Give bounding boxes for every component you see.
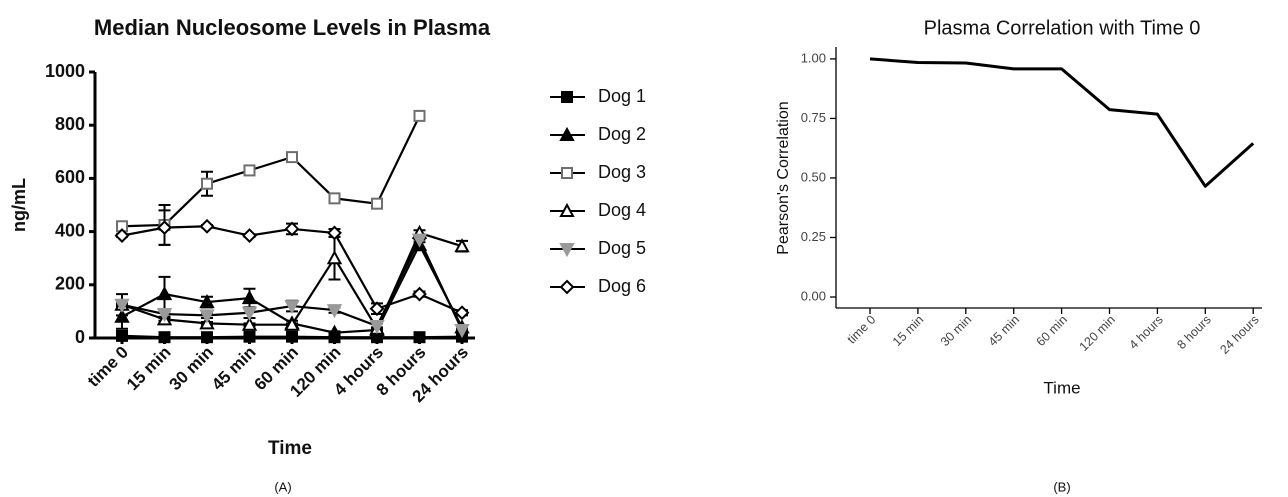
- y-axis-label: ng/mL: [9, 178, 29, 232]
- point-marker: [369, 301, 385, 317]
- point-marker: [158, 331, 171, 344]
- point-marker: [286, 330, 298, 343]
- y-tick-label: 0.00: [801, 288, 826, 303]
- point-marker: [114, 228, 130, 244]
- point-marker: [241, 306, 258, 321]
- point-marker: [284, 221, 300, 237]
- y-tick-label: 0.75: [801, 110, 826, 125]
- y-tick-label: 0.50: [801, 169, 826, 184]
- point-marker: [241, 316, 258, 331]
- legend-marker: [559, 279, 575, 295]
- point-marker: [157, 220, 172, 236]
- point-marker: [242, 228, 257, 244]
- y-axis-label: Pearson's Correlation: [775, 101, 792, 254]
- point-marker: [156, 286, 173, 301]
- y-tick-label: 800: [55, 114, 85, 134]
- point-marker: [411, 233, 428, 248]
- point-marker: [326, 324, 343, 339]
- y-tick-label: 200: [55, 274, 85, 294]
- point-marker: [199, 294, 215, 309]
- x-tick-label: 45 min: [208, 343, 260, 395]
- x-axis-label: Time: [1043, 378, 1080, 397]
- legend-label: Dog 6: [598, 276, 646, 296]
- legend-label: Dog 1: [598, 86, 646, 106]
- x-tick-label: 15 min: [123, 343, 175, 395]
- point-marker: [454, 305, 470, 321]
- point-marker: [369, 320, 385, 335]
- point-marker: [328, 192, 341, 205]
- point-marker: [413, 331, 426, 344]
- point-marker: [243, 164, 256, 177]
- point-marker: [201, 177, 213, 190]
- y-tick-label: 1000: [45, 61, 85, 81]
- panel-label: (A): [274, 479, 291, 494]
- y-tick-label: 0.25: [801, 229, 826, 244]
- point-marker: [412, 286, 427, 302]
- panel-b: Plasma Correlation with Time 0 Pearson's…: [775, 17, 1262, 494]
- point-marker: [199, 218, 215, 234]
- series-line: [869, 57, 1255, 188]
- y-tick-label: 400: [55, 220, 85, 240]
- legend-marker: [559, 243, 575, 258]
- x-tick-label: 8 hours: [1174, 313, 1213, 352]
- point-marker: [201, 331, 213, 344]
- point-marker: [371, 197, 383, 210]
- point-marker: [156, 308, 173, 323]
- x-tick-label: 45 min: [986, 313, 1022, 349]
- point-marker: [284, 300, 300, 315]
- legend-marker: [561, 167, 573, 179]
- point-marker: [199, 309, 215, 324]
- x-axis-label: Time: [268, 438, 312, 459]
- x-tick-label: 15 min: [890, 313, 926, 349]
- legend-label: Dog 5: [598, 238, 646, 258]
- point-marker: [284, 316, 300, 331]
- legend-label: Dog 4: [598, 200, 646, 220]
- point-marker: [326, 250, 343, 265]
- y-tick-label: 1.00: [801, 50, 826, 65]
- chart-title: Median Nucleosome Levels in Plasma: [94, 15, 491, 40]
- x-tick-label: 4 hours: [1126, 313, 1165, 352]
- y-tick-label: 600: [55, 167, 85, 187]
- legend-marker: [559, 202, 575, 217]
- point-marker: [116, 329, 128, 342]
- legend-marker: [559, 126, 575, 141]
- panel-label: (B): [1053, 479, 1070, 494]
- point-marker: [286, 151, 298, 164]
- x-tick-label: 30 min: [165, 343, 217, 395]
- y-tick-label: 0: [75, 327, 85, 347]
- x-tick-label: 120 min: [1077, 313, 1118, 354]
- x-tick-label: time 0: [844, 313, 878, 347]
- legend-label: Dog 2: [598, 124, 646, 144]
- point-marker: [326, 304, 343, 319]
- x-tick-label: 60 min: [1034, 313, 1070, 349]
- point-marker: [243, 330, 256, 343]
- point-marker: [454, 238, 470, 253]
- x-tick-label: 24 hours: [1217, 313, 1261, 357]
- legend-label: Dog 3: [598, 162, 646, 182]
- point-marker: [454, 324, 470, 339]
- point-marker: [413, 109, 426, 122]
- legend-marker: [561, 91, 573, 103]
- series-line: [121, 115, 421, 228]
- point-marker: [327, 225, 342, 241]
- chart-title: Plasma Correlation with Time 0: [924, 17, 1201, 39]
- point-marker: [114, 298, 130, 313]
- panel-a: Median Nucleosome Levels in Plasma ng/mL…: [9, 15, 646, 495]
- point-marker: [241, 290, 258, 305]
- x-tick-label: 30 min: [938, 313, 974, 349]
